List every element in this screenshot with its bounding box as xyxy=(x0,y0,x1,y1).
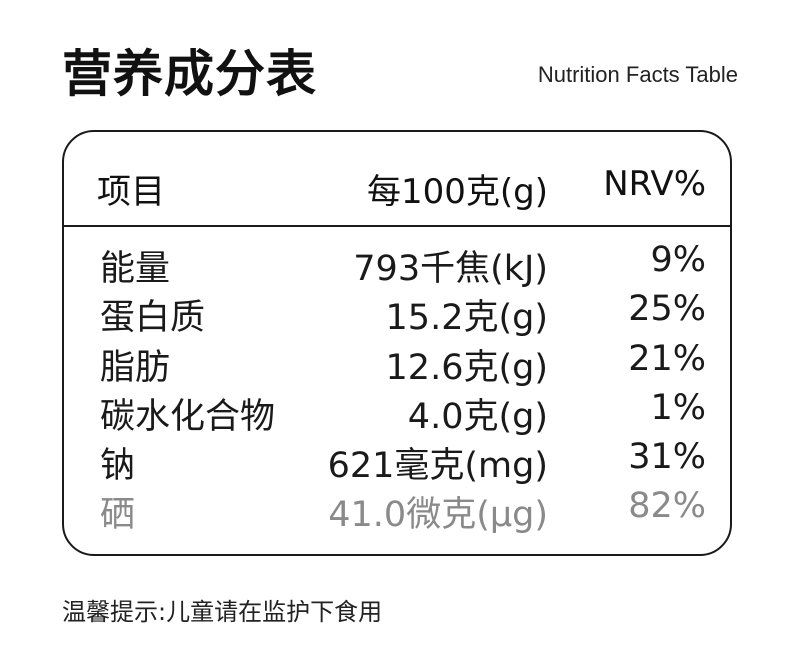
nutrient-value: 621毫克(mg) xyxy=(327,446,548,486)
nutrient-nrv: 9% xyxy=(650,240,706,280)
table-row: 碳水化合物 4.0克(g) 1% xyxy=(64,388,730,438)
header-per100: 每100克(g) xyxy=(366,172,548,212)
nutrient-value: 41.0微克(μg) xyxy=(328,495,548,535)
table-row: 能量 793千焦(kJ) 9% xyxy=(64,240,730,290)
table-row: 脂肪 12.6克(g) 21% xyxy=(64,339,730,389)
header-item: 项目 xyxy=(97,172,165,212)
header-nrv: NRV% xyxy=(603,164,706,204)
nutrient-name: 脂肪 xyxy=(100,348,171,388)
nutrient-nrv: 1% xyxy=(650,388,706,428)
nutrition-table: 项目 每100克(g) NRV% 能量 793千焦(kJ) 9% 蛋白质 15.… xyxy=(62,130,732,556)
nutrient-value: 15.2克(g) xyxy=(385,298,548,338)
nutrient-nrv: 25% xyxy=(628,289,706,329)
nutrient-nrv: 31% xyxy=(628,437,706,477)
nutrient-name: 钠 xyxy=(100,446,136,486)
table-row: 蛋白质 15.2克(g) 25% xyxy=(64,289,730,339)
table-header-row: 项目 每100克(g) NRV% xyxy=(64,132,730,227)
nutrient-name: 蛋白质 xyxy=(100,298,206,338)
table-row: 钠 621毫克(mg) 31% xyxy=(64,437,730,487)
nutrient-name: 能量 xyxy=(100,249,171,289)
nutrient-value: 4.0克(g) xyxy=(407,397,548,437)
nutrient-name: 硒 xyxy=(100,495,136,535)
nutrient-value: 793千焦(kJ) xyxy=(353,249,548,289)
page-title: 营养成分表 xyxy=(62,45,317,103)
table-row: 硒 41.0微克(μg) 82% xyxy=(64,486,730,536)
nutrient-nrv: 82% xyxy=(628,486,706,526)
page-subtitle: Nutrition Facts Table xyxy=(537,62,738,87)
nutrient-value: 12.6克(g) xyxy=(385,348,548,388)
footer-note: 温馨提示:儿童请在监护下食用 xyxy=(62,598,383,626)
nutrient-name: 碳水化合物 xyxy=(100,397,276,437)
nutrient-nrv: 21% xyxy=(628,339,706,379)
